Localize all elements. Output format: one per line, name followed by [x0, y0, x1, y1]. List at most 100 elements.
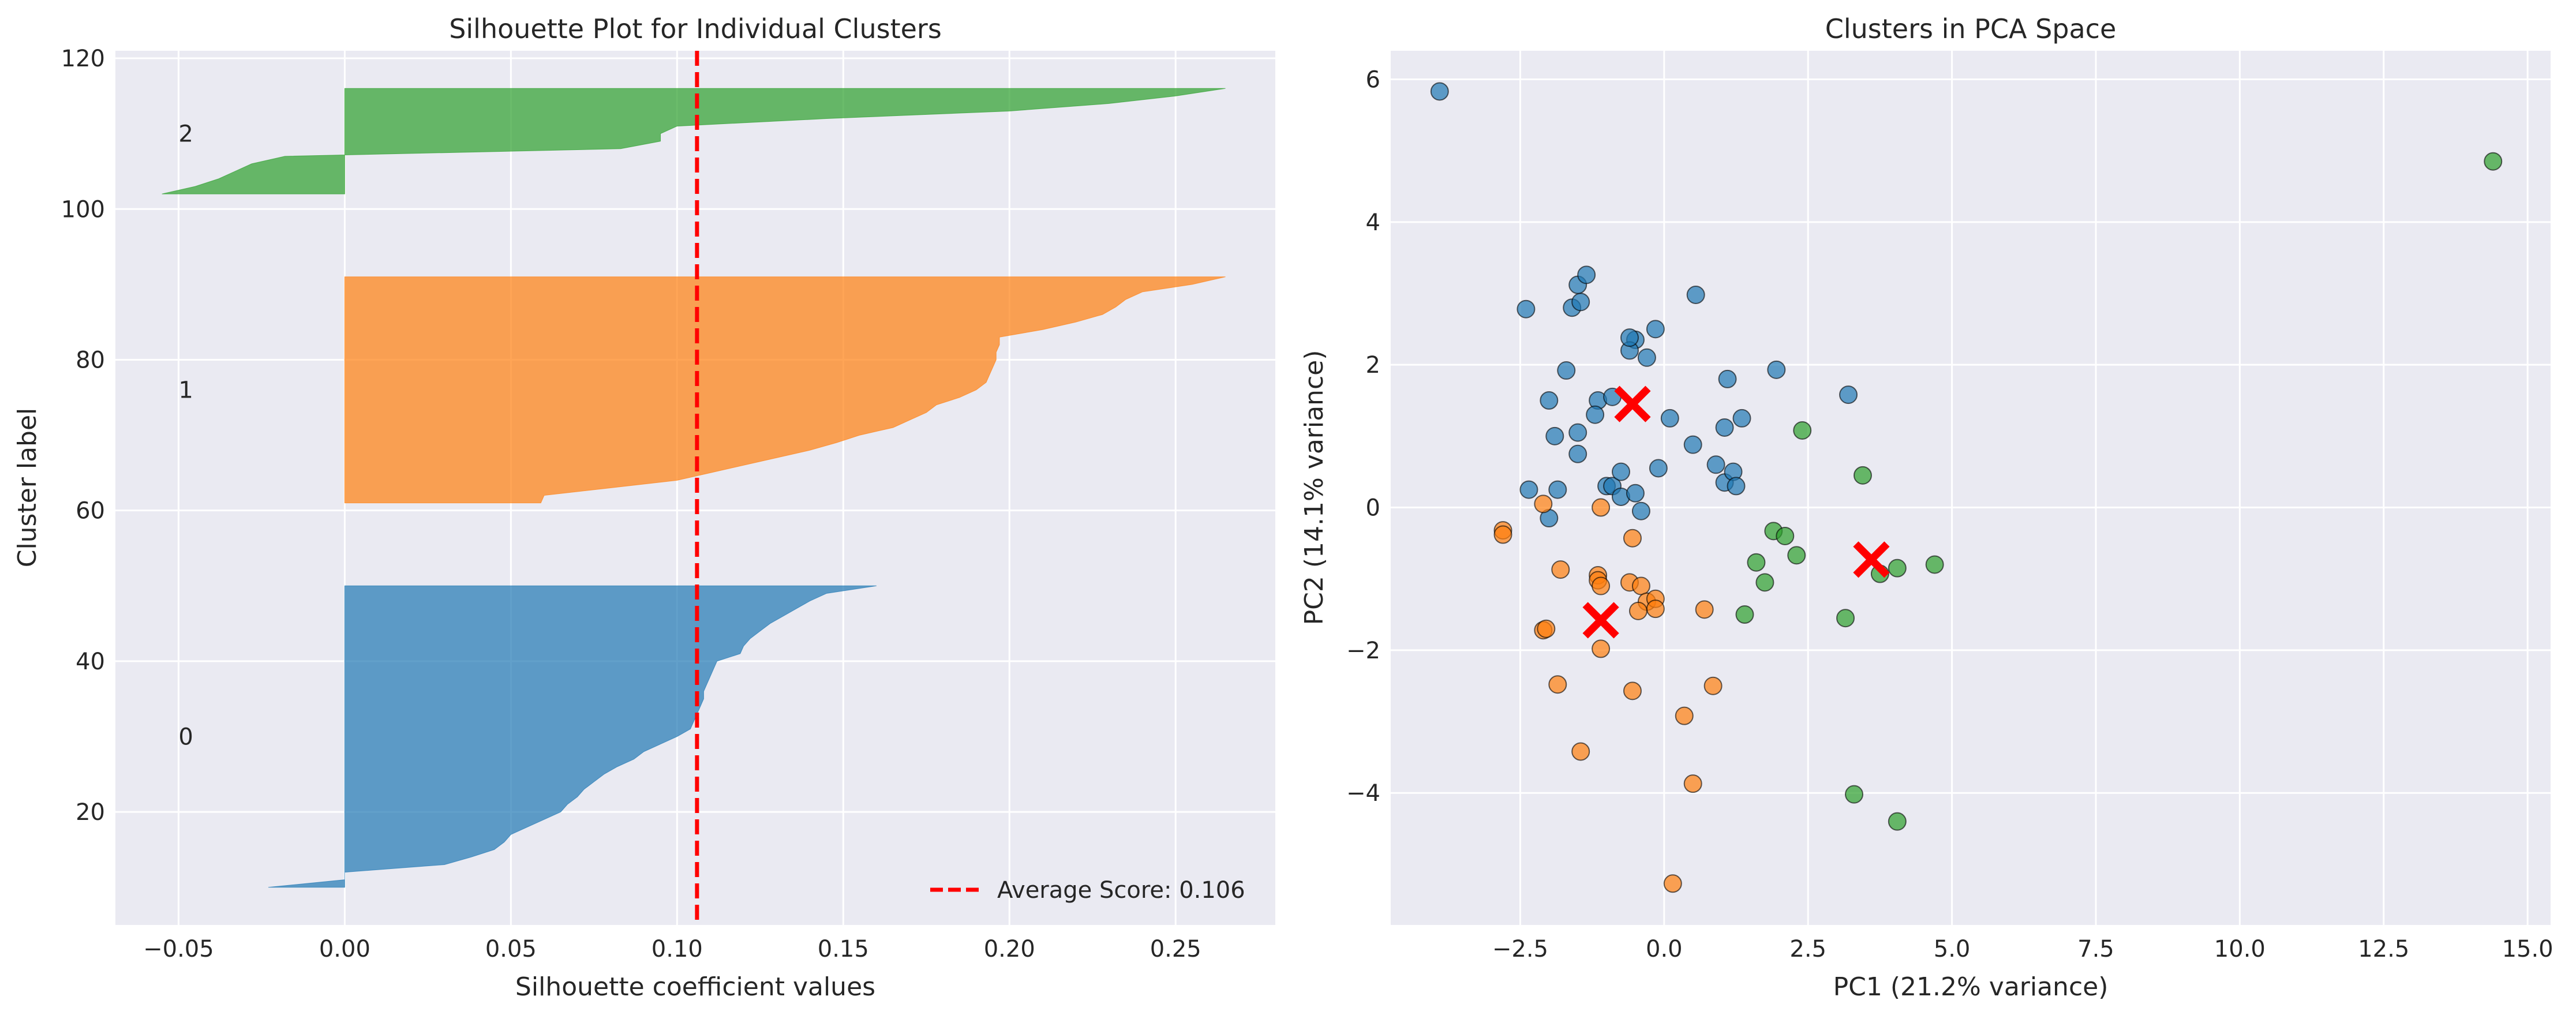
pca-xtick-label: 0.0 — [1646, 936, 1683, 962]
pca-point-cluster-0 — [1577, 265, 1596, 284]
pca-title: Clusters in PCA Space — [1825, 13, 2117, 44]
pca-point-cluster-2 — [1776, 526, 1795, 545]
cluster-label-2: 2 — [178, 121, 193, 148]
pca-point-cluster-0 — [1519, 480, 1538, 499]
pca-point-cluster-0 — [1620, 328, 1639, 347]
pca-xtick-label: 10.0 — [2214, 936, 2266, 962]
pca-point-cluster-1 — [1548, 675, 1567, 694]
pca-point-cluster-1 — [1534, 494, 1553, 514]
pca-ytick-label: 2 — [1366, 352, 1380, 379]
silhouette-areas — [162, 88, 1226, 888]
pca-point-cluster-0 — [1612, 462, 1631, 481]
silhouette-ytick-label: 60 — [76, 498, 105, 525]
pca-centroid-stroke — [1582, 602, 1619, 639]
silhouette-title: Silhouette Plot for Individual Clusters — [449, 13, 942, 44]
pca-point-cluster-1 — [1493, 525, 1512, 544]
pca-point-cluster-1 — [1623, 681, 1642, 700]
pca-centroid-stroke — [1614, 385, 1651, 422]
pca-xtick-label: 12.5 — [2358, 936, 2409, 962]
pca-point-cluster-1 — [1571, 742, 1590, 761]
silhouette-ytick-label: 80 — [76, 347, 105, 373]
pca-xtick-label: 7.5 — [2077, 936, 2114, 962]
pca-point-cluster-1 — [1675, 706, 1694, 725]
pca-point-cluster-0 — [1649, 459, 1668, 478]
pca-point-cluster-0 — [1571, 293, 1590, 312]
pca-ylabel: PC2 (14.1% variance) — [1300, 350, 1329, 625]
silhouette-area-cluster-0 — [268, 585, 877, 888]
silhouette-xtick-label: 0.15 — [818, 936, 869, 962]
pca-point-cluster-0 — [1548, 480, 1567, 499]
pca-point-cluster-0 — [1568, 423, 1587, 442]
silhouette-tick-labels: −0.05 0.00 0.05 0.10 0.15 0.20 0.2520406080100… — [61, 46, 1201, 962]
pca-point-cluster-0 — [1540, 391, 1559, 410]
pca-point-cluster-2 — [1735, 605, 1754, 624]
pca-point-cluster-0 — [1626, 484, 1645, 503]
pca-xtick-label: 15.0 — [2502, 936, 2553, 962]
pca-point-cluster-2 — [1836, 609, 1855, 628]
cluster-label-0: 0 — [178, 724, 193, 750]
pca-xlabel: PC1 (21.2% variance) — [1833, 972, 2109, 1002]
pca-point-cluster-2 — [1793, 421, 1812, 440]
silhouette-cluster-labels: 0 1 2 — [178, 121, 193, 751]
silhouette-xtick-label: 0.00 — [319, 936, 370, 962]
pca-point-cluster-0 — [1715, 418, 1734, 437]
pca-point-cluster-2 — [1853, 466, 1872, 485]
silhouette-xtick-label: 0.20 — [984, 936, 1035, 962]
pca-point-cluster-0 — [1646, 320, 1665, 339]
pca-point-cluster-0 — [1732, 409, 1751, 428]
pca-ytick-label: 0 — [1366, 495, 1380, 522]
pca-point-cluster-1 — [1695, 600, 1714, 619]
pca-point-cluster-1 — [1551, 560, 1570, 579]
pca-point-cluster-2 — [1845, 785, 1864, 804]
silhouette-ylabel: Cluster label — [13, 408, 42, 568]
pca-point-cluster-0 — [1767, 360, 1786, 379]
pca-xtick-label: −2.5 — [1492, 936, 1548, 962]
cluster-label-1: 1 — [178, 377, 193, 404]
pca-point-cluster-2 — [1925, 555, 1944, 574]
pca-xtick-label: 2.5 — [1789, 936, 1826, 962]
pca-point-cluster-0 — [1557, 361, 1576, 380]
silhouette-xtick-label: −0.05 — [143, 936, 214, 962]
silhouette-xtick-label: 0.05 — [485, 936, 537, 962]
silhouette-xlabel: Silhouette coefficient values — [515, 972, 875, 1002]
silhouette-area-cluster-2 — [162, 88, 1226, 194]
silhouette-ytick-label: 40 — [76, 649, 105, 675]
pca-point-cluster-1 — [1592, 576, 1611, 595]
pca-point-cluster-2 — [1888, 559, 1907, 578]
pca-point-cluster-1 — [1646, 600, 1665, 619]
pca-plot-area — [1391, 51, 2551, 925]
legend-average-label: Average Score: 0.106 — [997, 877, 1245, 904]
pca-point-cluster-0 — [1637, 348, 1656, 367]
pca-point-cluster-0 — [1517, 299, 1536, 319]
pca-ytick-label: −4 — [1346, 780, 1380, 807]
pca-point-cluster-0 — [1706, 455, 1725, 474]
pca-grid — [1391, 51, 2551, 925]
pca-point-cluster-2 — [1787, 546, 1806, 565]
pca-chart: −2.5 0.0 2.5 5.0 7.5 10.0 12.5 15.0 −4 −2 0 2 4 6 Clu… — [1300, 13, 2553, 1002]
pca-ytick-label: −2 — [1346, 638, 1380, 664]
silhouette-legend: Average Score: 0.106 — [930, 877, 1245, 904]
pca-point-cluster-2 — [1888, 812, 1907, 831]
pca-point-cluster-1 — [1537, 619, 1556, 638]
pca-point-cluster-1 — [1683, 774, 1702, 793]
pca-ytick-label: 4 — [1366, 209, 1380, 236]
pca-point-cluster-0 — [1839, 385, 1858, 404]
pca-point-cluster-0 — [1660, 409, 1679, 428]
pca-point-cluster-2 — [1747, 553, 1766, 572]
pca-point-cluster-1 — [1592, 639, 1611, 658]
silhouette-ytick-label: 20 — [76, 799, 105, 826]
silhouette-xtick-label: 0.25 — [1150, 936, 1201, 962]
pca-centroid-marker — [1582, 602, 1619, 639]
pca-point-cluster-1 — [1592, 498, 1611, 517]
silhouette-chart: 0 1 2 −0.05 0.00 0.05 0.10 0.15 0.20 0.25 20 40 60 8… — [13, 13, 1275, 1002]
pca-centroid-stroke — [1853, 541, 1890, 578]
silhouette-xtick-label: 0.10 — [652, 936, 703, 962]
pca-point-cluster-0 — [1586, 405, 1605, 424]
pca-point-cluster-1 — [1663, 874, 1682, 893]
pca-point-cluster-1 — [1628, 601, 1648, 620]
pca-point-cluster-2 — [1755, 573, 1774, 592]
pca-point-cluster-0 — [1727, 477, 1746, 496]
pca-points — [1430, 82, 2503, 893]
silhouette-area-cluster-1 — [344, 276, 1226, 504]
pca-point-cluster-0 — [1430, 82, 1449, 101]
